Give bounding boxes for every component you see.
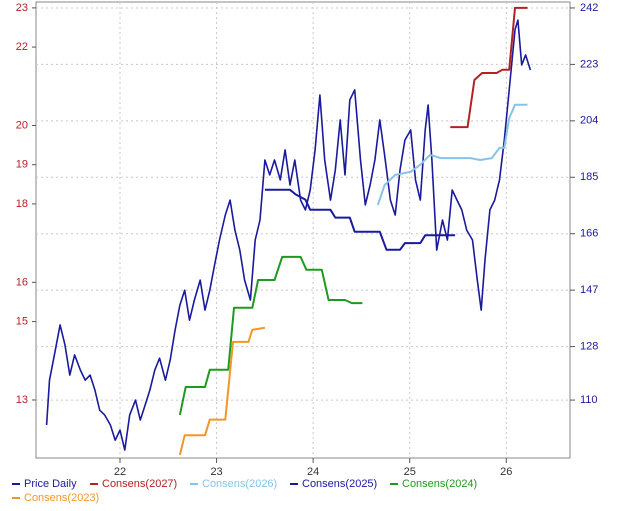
y-tick-label: 23 — [16, 2, 28, 14]
series-line — [376, 103, 528, 206]
x-tick-label: 25 — [404, 466, 416, 478]
plot-area — [35, 1, 571, 459]
y-tick-label: 19 — [16, 159, 28, 171]
x-tick-label: 22 — [114, 466, 126, 478]
y-tick-label: 15 — [16, 315, 28, 327]
y2-tick-label: 128 — [580, 341, 598, 353]
y2-tick-label: 223 — [580, 58, 598, 70]
legend-label: Consens(2025) — [302, 478, 377, 490]
series-line — [178, 326, 266, 456]
y-tick-label: 16 — [16, 276, 28, 288]
y-tick-label: 20 — [16, 119, 28, 131]
legend-label: Consens(2027) — [102, 478, 177, 490]
y2-tick-label: 204 — [580, 115, 598, 127]
y2-tick-label: 147 — [580, 284, 598, 296]
series-line — [450, 6, 528, 129]
x-tick-label: 26 — [500, 466, 512, 478]
y2-tick-label: 166 — [580, 228, 598, 240]
y2-tick-label: 110 — [580, 394, 598, 406]
series-line — [45, 19, 532, 451]
y-tick-label: 18 — [16, 198, 28, 210]
y2-tick-label: 185 — [580, 171, 598, 183]
x-tick-label: 23 — [210, 466, 222, 478]
y-tick-label: 13 — [16, 394, 28, 406]
legend-label: Price Daily — [24, 478, 77, 490]
y2-tick-label: 242 — [580, 2, 598, 14]
series-line — [178, 255, 363, 416]
legend-label: Consens(2024) — [402, 478, 477, 490]
legend-label: Consens(2023) — [24, 492, 99, 504]
legend-label: Consens(2026) — [202, 478, 277, 490]
x-tick-label: 24 — [307, 466, 319, 478]
y-tick-label: 22 — [16, 41, 28, 53]
series-line — [264, 188, 456, 251]
